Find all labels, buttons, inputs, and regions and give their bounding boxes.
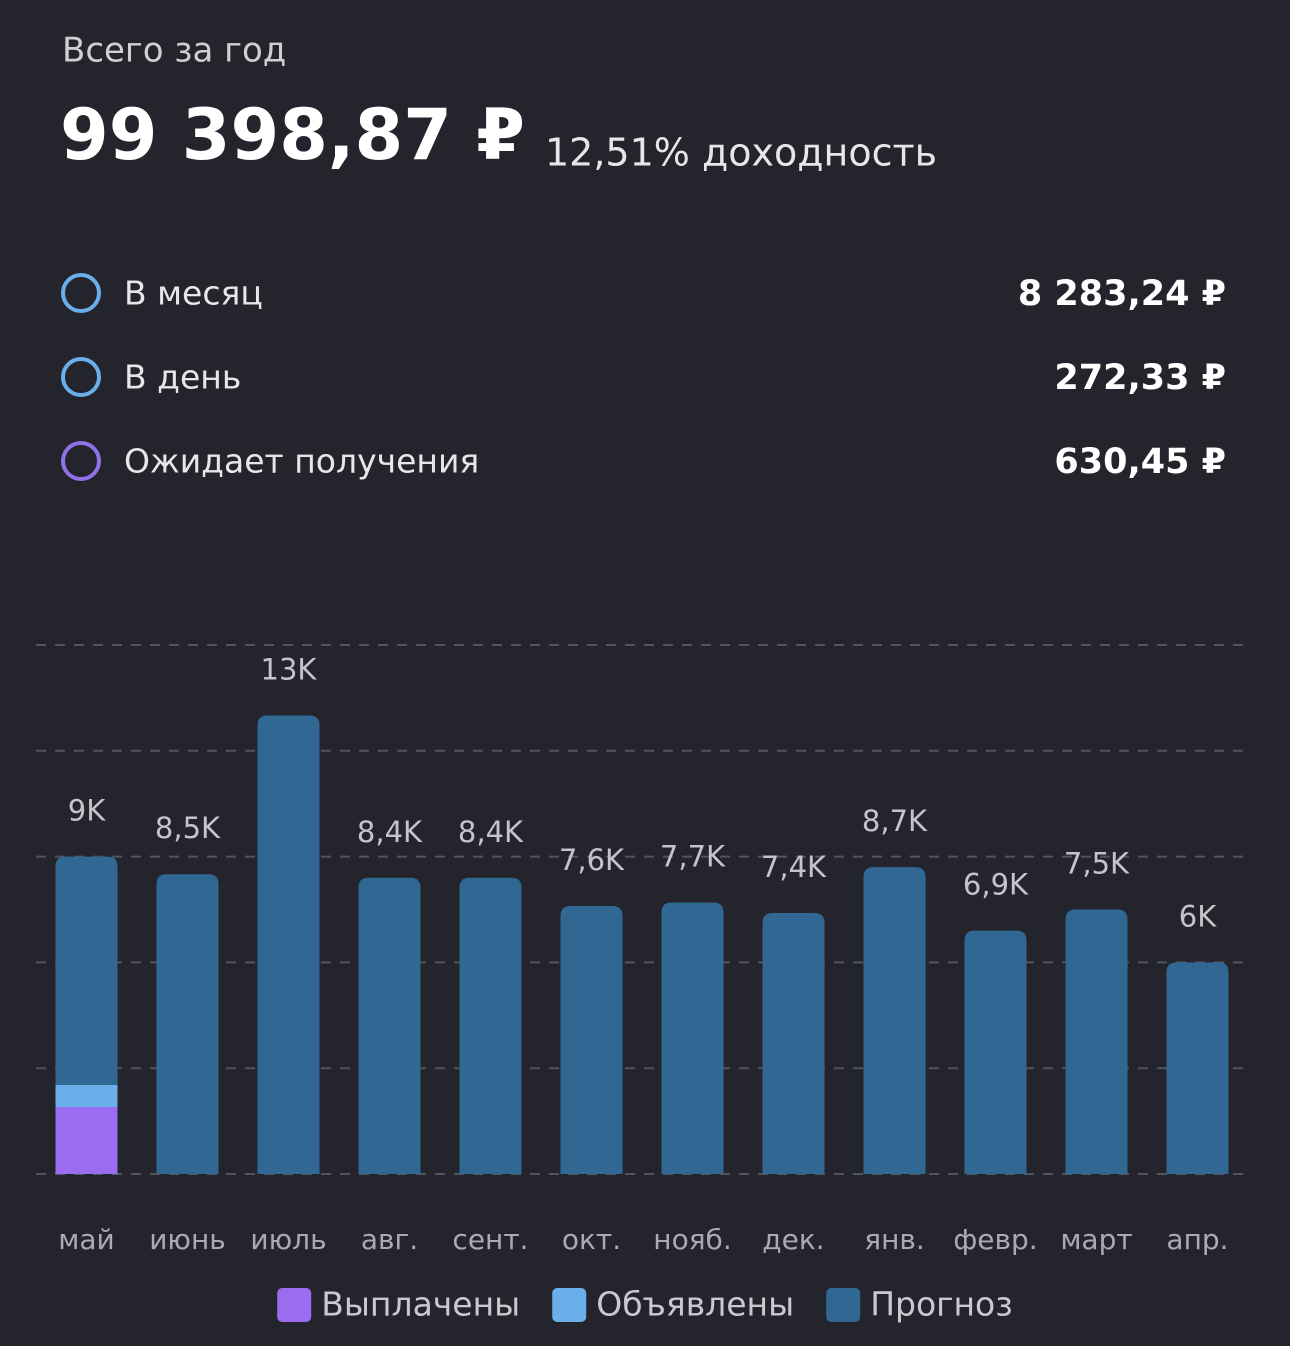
legend-label: Выплачены xyxy=(321,1285,520,1324)
total-label: 8,4K xyxy=(458,815,524,849)
row-icon xyxy=(61,357,101,397)
x-tick-label: нояб. xyxy=(653,1223,731,1256)
total-label: 7,6K xyxy=(559,843,625,877)
x-tick-label: янв. xyxy=(864,1223,925,1256)
bar-segment xyxy=(459,877,522,1174)
row-label: Ожидает получения xyxy=(124,442,479,481)
bar-segment xyxy=(661,902,724,1174)
x-tick-label: март xyxy=(1060,1223,1132,1256)
bar-segment xyxy=(964,930,1027,1174)
total-label: 7,5K xyxy=(1064,847,1130,881)
yield: 12,51% доходность xyxy=(545,131,937,175)
total: 99 398,87 ₽ xyxy=(60,94,525,176)
row-value: 272,33 ₽ xyxy=(1054,358,1226,398)
total-label: 6K xyxy=(1179,899,1217,933)
row-label: В день xyxy=(124,358,241,397)
legend-label: Прогноз xyxy=(870,1285,1013,1324)
bar-segment xyxy=(55,1084,118,1107)
bar-segment xyxy=(863,867,926,1174)
bar-segment xyxy=(1065,909,1128,1174)
total-label: 6,9K xyxy=(963,868,1029,902)
bar-segment xyxy=(762,913,825,1174)
total-label: 13K xyxy=(261,653,318,687)
x-tick-label: май xyxy=(58,1223,114,1256)
x-tick-label: февр. xyxy=(953,1223,1037,1256)
total-label: 9K xyxy=(68,794,106,828)
legend-label: Объявлены xyxy=(596,1285,794,1324)
bar-segment xyxy=(358,877,421,1174)
x-tick-label: окт. xyxy=(562,1223,621,1256)
row-label: В месяц xyxy=(124,274,263,313)
row-value: 630,45 ₽ xyxy=(1054,442,1226,482)
x-tick-label: апр. xyxy=(1166,1223,1228,1256)
total-label: 8,4K xyxy=(357,815,423,849)
bar-segment xyxy=(55,856,118,1085)
bar-segment xyxy=(156,874,219,1174)
legend-swatch xyxy=(552,1288,587,1322)
row-icon xyxy=(61,441,101,481)
total-label: 8,7K xyxy=(862,804,928,838)
total-label: 7,7K xyxy=(660,839,726,873)
x-tick-label: дек. xyxy=(762,1223,824,1256)
bar-segment xyxy=(55,1106,118,1174)
total-label: 7,4K xyxy=(761,850,827,884)
x-tick-label: июнь xyxy=(149,1223,226,1256)
x-tick-label: июль xyxy=(250,1223,326,1256)
legend-swatch xyxy=(277,1288,312,1322)
x-tick-label: авг. xyxy=(361,1223,418,1256)
legend-swatch xyxy=(826,1288,861,1322)
caption: Всего за год xyxy=(62,31,286,71)
bar-segment xyxy=(1166,962,1229,1174)
x-tick-label: сент. xyxy=(452,1223,528,1256)
row-value: 8 283,24 ₽ xyxy=(1018,274,1226,314)
bar-segment xyxy=(560,905,623,1174)
bar-segment xyxy=(257,715,320,1174)
total-label: 8,5K xyxy=(155,811,221,845)
row-icon xyxy=(61,273,101,313)
